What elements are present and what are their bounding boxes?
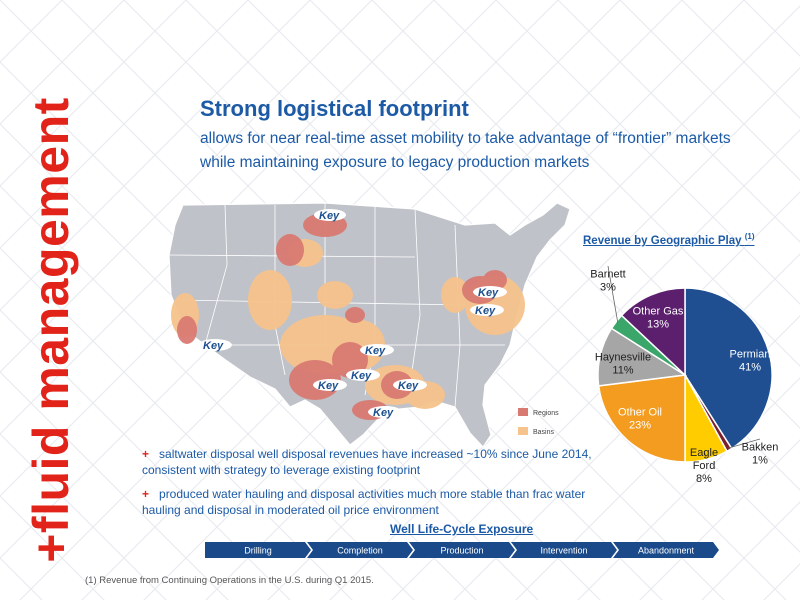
key-logo: Key — [470, 304, 504, 317]
svg-text:Key: Key — [373, 407, 394, 419]
bullet-item: + produced water hauling and disposal act… — [142, 487, 586, 517]
stage-chevron — [205, 542, 311, 558]
pie-leader-line — [728, 438, 761, 449]
lifecycle-title: Well Life-Cycle Exposure — [390, 522, 534, 536]
stage-chevron — [613, 542, 719, 558]
pie-slice-other-gas — [620, 287, 686, 377]
key-logo: Key — [313, 379, 347, 392]
lifecycle-stages: Drilling Completion Production Intervention… — [205, 542, 719, 558]
stage-label: Completion — [337, 546, 383, 556]
key-logos: Key Key Key Key Key Key Key Key Key — [198, 209, 507, 419]
pie-slice-label: Other Gas — [633, 306, 684, 318]
pie-slice-label: Eagle — [690, 447, 718, 459]
stage-label: Production — [440, 546, 483, 556]
key-logo: Key — [393, 379, 427, 392]
pie-slice-label: Haynesville — [595, 352, 651, 364]
map-legend: Regions Basins — [518, 408, 559, 436]
legend-label-basins: Basins — [533, 429, 555, 436]
legend-label-regions: Regions — [533, 410, 559, 417]
pie-value-label: 41% — [739, 362, 761, 374]
stage-label: Abandonment — [638, 546, 695, 556]
headline-subtitle: allows for near real-time asset mobility… — [200, 130, 731, 171]
key-logo: Key — [198, 339, 232, 352]
us-map: Key Key Key Key Key Key Key Key Key Regi… — [168, 202, 571, 448]
plus-icon: + — [142, 447, 150, 461]
pie-value-label: 23% — [629, 420, 651, 432]
svg-text:Key: Key — [351, 370, 372, 382]
legend-swatch-regions — [518, 408, 528, 416]
pie-chart-title: Revenue by Geographic Play (1) — [583, 232, 755, 247]
pie-slice-label: Ford — [693, 460, 716, 472]
svg-text:Key: Key — [478, 287, 499, 299]
pie-slice-label: Permian — [730, 349, 771, 361]
pie-value-label: 13% — [647, 319, 669, 331]
svg-text:Key: Key — [319, 210, 340, 222]
pie-value-label: 8% — [696, 473, 712, 485]
pie-slice-label: Other Oil — [618, 407, 662, 419]
legend-swatch-basins — [518, 427, 528, 435]
side-label: +fluid management — [23, 97, 79, 563]
stage-chevron — [307, 542, 413, 558]
stage-chevron — [511, 542, 617, 558]
headline-title: Strong logistical footprint — [200, 96, 469, 121]
stage-label: Drilling — [244, 546, 272, 556]
key-logo: Key — [473, 286, 507, 299]
pie-slice-other-oil — [597, 374, 686, 463]
key-logo: Key — [314, 209, 346, 222]
pie-leader-line — [607, 265, 619, 323]
pie-value-label: 1% — [752, 455, 768, 467]
stage-label: Intervention — [540, 546, 587, 556]
svg-text:Key: Key — [318, 380, 339, 392]
pie-slice-label: Bakken — [742, 442, 779, 454]
stage-chevron — [409, 542, 515, 558]
key-logo: Key — [368, 406, 402, 419]
svg-text:Key: Key — [365, 345, 386, 357]
pie-slice-label: Barnett — [590, 269, 625, 281]
footnote: (1) Revenue from Continuing Operations i… — [85, 575, 374, 586]
pie-value-label: 11% — [612, 365, 633, 377]
pie-leader-line — [703, 450, 707, 458]
key-logo: Key — [346, 369, 380, 382]
svg-text:Key: Key — [398, 380, 419, 392]
key-logo: Key — [360, 344, 394, 357]
plus-icon: + — [142, 487, 150, 501]
pie-value-label: 3% — [600, 282, 616, 294]
svg-text:Key: Key — [475, 305, 496, 317]
bullet-item: + saltwater disposal well disposal revenu… — [142, 447, 592, 477]
svg-text:Key: Key — [203, 340, 224, 352]
bullet-list: + saltwater disposal well disposal revenu… — [142, 446, 622, 526]
